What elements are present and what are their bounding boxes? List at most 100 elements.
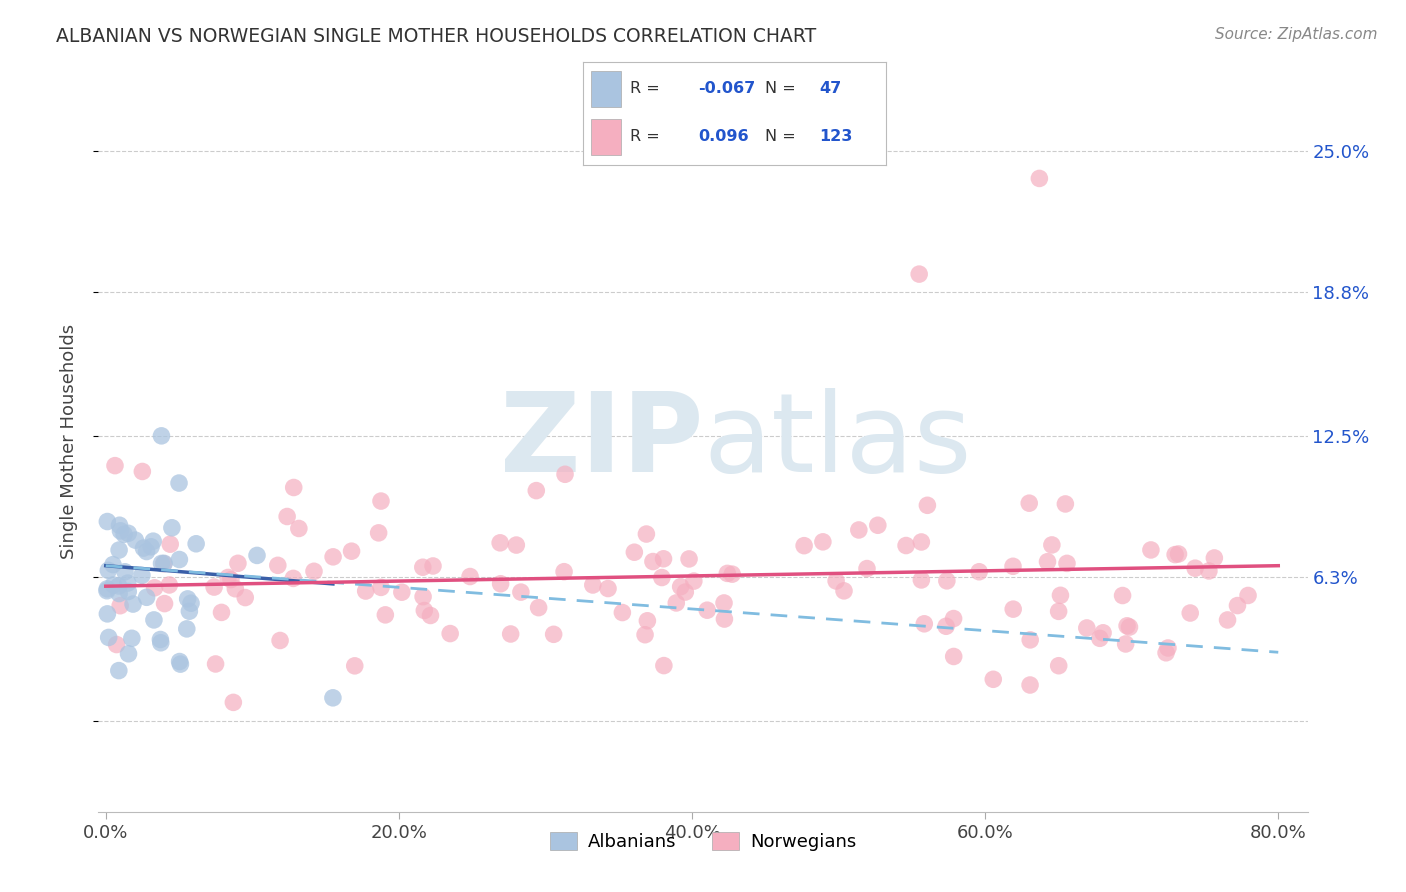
Point bbox=[226, 557, 249, 571]
Point bbox=[340, 544, 363, 558]
Point bbox=[202, 580, 225, 594]
Legend: Albanians, Norwegians: Albanians, Norwegians bbox=[543, 824, 863, 858]
Point bbox=[1118, 620, 1140, 634]
Point bbox=[419, 608, 441, 623]
Point bbox=[1204, 551, 1226, 566]
Point bbox=[1157, 640, 1180, 655]
Point bbox=[150, 557, 173, 571]
Point bbox=[224, 582, 246, 596]
Text: -0.067: -0.067 bbox=[699, 81, 755, 96]
Point bbox=[1116, 619, 1139, 633]
Point bbox=[96, 607, 118, 621]
Point bbox=[1237, 589, 1260, 603]
Point bbox=[505, 538, 527, 552]
Point bbox=[1001, 559, 1024, 574]
Point bbox=[908, 267, 931, 281]
Point bbox=[910, 535, 932, 549]
Point bbox=[856, 561, 879, 575]
Point bbox=[1198, 564, 1220, 578]
Point bbox=[110, 524, 132, 538]
Point bbox=[108, 586, 131, 600]
Point bbox=[139, 540, 162, 554]
Point bbox=[1040, 538, 1063, 552]
Bar bbox=[591, 70, 621, 106]
Text: ALBANIAN VS NORWEGIAN SINGLE MOTHER HOUSEHOLDS CORRELATION CHART: ALBANIAN VS NORWEGIAN SINGLE MOTHER HOUS… bbox=[56, 27, 817, 45]
Point bbox=[1019, 632, 1042, 647]
Point bbox=[276, 509, 298, 524]
Point bbox=[222, 695, 245, 709]
Point bbox=[167, 476, 190, 491]
Point bbox=[103, 578, 125, 592]
Point bbox=[283, 481, 305, 495]
Point bbox=[112, 527, 135, 541]
Text: 47: 47 bbox=[820, 81, 842, 96]
Point bbox=[132, 541, 155, 555]
Point bbox=[105, 638, 128, 652]
Point bbox=[1154, 646, 1177, 660]
Point bbox=[169, 655, 191, 669]
Point bbox=[186, 537, 208, 551]
Point bbox=[848, 523, 870, 537]
Point bbox=[1216, 613, 1239, 627]
Point bbox=[1111, 589, 1133, 603]
Point bbox=[179, 604, 201, 618]
Point bbox=[1092, 625, 1115, 640]
Point bbox=[413, 603, 436, 617]
Point bbox=[135, 591, 157, 605]
Point bbox=[143, 581, 166, 595]
Point bbox=[652, 658, 675, 673]
Point bbox=[1056, 557, 1078, 571]
Point bbox=[1088, 632, 1111, 646]
Point bbox=[1028, 171, 1050, 186]
Point bbox=[1019, 678, 1042, 692]
Point bbox=[721, 567, 744, 582]
Point bbox=[1115, 637, 1137, 651]
Point bbox=[1226, 599, 1249, 613]
Point bbox=[832, 583, 855, 598]
Point bbox=[612, 606, 634, 620]
Point bbox=[153, 557, 176, 571]
Point bbox=[499, 627, 522, 641]
Point bbox=[157, 578, 180, 592]
Point bbox=[124, 533, 146, 548]
Point bbox=[217, 570, 239, 584]
Point bbox=[543, 627, 565, 641]
Point bbox=[114, 565, 136, 579]
Point bbox=[246, 549, 269, 563]
Point bbox=[108, 518, 131, 533]
Point bbox=[935, 619, 957, 633]
Text: 123: 123 bbox=[820, 129, 852, 145]
Point bbox=[152, 557, 174, 571]
Point bbox=[489, 576, 512, 591]
Point bbox=[713, 596, 735, 610]
Point bbox=[634, 628, 657, 642]
Point bbox=[866, 518, 889, 533]
Point bbox=[894, 539, 917, 553]
Text: 0.096: 0.096 bbox=[699, 129, 749, 145]
Point bbox=[1036, 555, 1059, 569]
Point bbox=[142, 613, 165, 627]
Bar bbox=[591, 119, 621, 155]
Point bbox=[652, 551, 675, 566]
Point bbox=[1047, 604, 1070, 618]
Point bbox=[153, 597, 176, 611]
Point bbox=[169, 552, 191, 566]
Point bbox=[553, 565, 575, 579]
Point bbox=[1180, 606, 1202, 620]
Point bbox=[596, 582, 619, 596]
Point bbox=[354, 584, 377, 599]
Point bbox=[942, 649, 965, 664]
Point bbox=[1002, 602, 1025, 616]
Point bbox=[150, 429, 173, 443]
Point bbox=[117, 526, 139, 541]
Point bbox=[101, 558, 124, 572]
Point bbox=[793, 539, 815, 553]
Point bbox=[1049, 588, 1071, 602]
Point bbox=[651, 570, 673, 584]
Point bbox=[149, 632, 172, 647]
Point bbox=[370, 581, 392, 595]
Text: N =: N = bbox=[765, 129, 801, 145]
Point bbox=[131, 568, 153, 582]
Point bbox=[412, 590, 434, 604]
Point bbox=[96, 515, 118, 529]
